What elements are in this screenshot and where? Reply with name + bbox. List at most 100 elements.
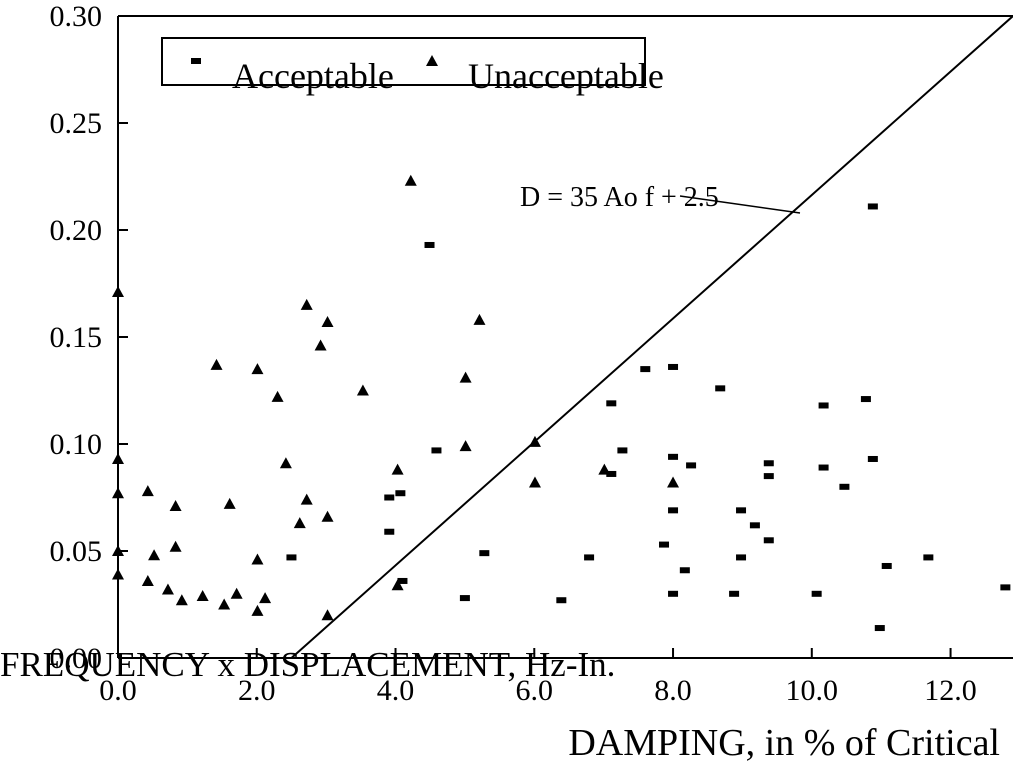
y-axis-label: FREQUENCY x DISPLACEMENT, Hz-In. (0, 645, 615, 684)
y-tick-label: 0.20 (50, 214, 103, 247)
point (141, 574, 154, 586)
point (395, 490, 406, 497)
point (321, 609, 334, 621)
point (321, 510, 334, 522)
point (279, 457, 292, 469)
point (606, 400, 617, 407)
point (584, 554, 595, 561)
point (860, 396, 871, 403)
x-tick-label: 4.0 (377, 674, 415, 707)
x-tick-label: 0.0 (99, 674, 137, 707)
point (112, 452, 124, 464)
x-tick-label: 10.0 (786, 674, 839, 707)
point (659, 541, 670, 548)
point (667, 476, 680, 488)
fit-line-label: D = 35 Ao f + 2.5 (520, 182, 719, 213)
point (528, 476, 541, 488)
point (251, 363, 264, 375)
point (286, 554, 297, 561)
point (736, 507, 747, 514)
point (818, 464, 829, 471)
point (300, 298, 313, 310)
point (867, 455, 878, 462)
point (196, 589, 209, 601)
point (230, 587, 243, 599)
legend-marker (426, 55, 438, 66)
point (169, 540, 182, 552)
point (881, 562, 892, 569)
point (679, 567, 690, 574)
point (874, 625, 885, 632)
point (431, 447, 442, 454)
point (686, 462, 697, 469)
point (259, 592, 272, 604)
point (112, 568, 124, 580)
point (528, 435, 541, 447)
y-tick-label: 0.30 (50, 0, 103, 33)
y-tick-label: 0.25 (50, 107, 103, 140)
point (459, 371, 472, 383)
point (763, 460, 774, 467)
y-tick-label: 0.05 (50, 535, 103, 568)
point (356, 384, 369, 396)
point (763, 537, 774, 544)
point (112, 545, 124, 556)
point (867, 203, 878, 210)
point (141, 485, 154, 497)
point (293, 517, 306, 529)
y-tick-label: 0.15 (50, 321, 103, 354)
point (175, 594, 188, 606)
point (598, 463, 611, 475)
point (839, 483, 850, 490)
point (271, 390, 284, 402)
point (1000, 584, 1011, 591)
x-tick-label: 2.0 (238, 674, 276, 707)
point (818, 402, 829, 409)
point (218, 598, 231, 610)
point (736, 554, 747, 561)
point (729, 590, 740, 597)
point (668, 363, 679, 370)
fit-line (290, 15, 1013, 659)
point (397, 577, 408, 584)
point (617, 447, 628, 454)
y-tick-label: 0.10 (50, 428, 103, 461)
point (161, 583, 174, 595)
point (169, 500, 182, 512)
point (223, 497, 236, 509)
x-tick-label: 6.0 (516, 674, 554, 707)
point (391, 463, 404, 475)
point (459, 595, 470, 602)
point (479, 550, 490, 557)
point (606, 470, 617, 477)
point (668, 453, 679, 460)
point (300, 493, 313, 505)
x-axis-label: DAMPING, in % of Critical (568, 722, 1000, 764)
point (668, 590, 679, 597)
legend-label: Unacceptable (468, 56, 664, 96)
annotation-leader (679, 195, 801, 214)
point (404, 174, 417, 186)
point (459, 440, 472, 452)
point (251, 553, 264, 565)
point (923, 554, 934, 561)
point (148, 549, 161, 561)
point (391, 579, 404, 591)
point (715, 385, 726, 392)
point (763, 473, 774, 480)
legend-box (161, 37, 646, 86)
point (424, 241, 435, 248)
point (749, 522, 760, 529)
point (112, 286, 124, 298)
point (556, 597, 567, 604)
legend-marker (191, 58, 201, 64)
point (473, 313, 486, 325)
point (314, 339, 327, 351)
point (251, 604, 264, 616)
legend-label: Acceptable (232, 56, 394, 96)
point (112, 487, 124, 499)
x-tick-label: 8.0 (654, 674, 692, 707)
point (668, 507, 679, 514)
y-tick-label: 0.00 (50, 642, 103, 675)
